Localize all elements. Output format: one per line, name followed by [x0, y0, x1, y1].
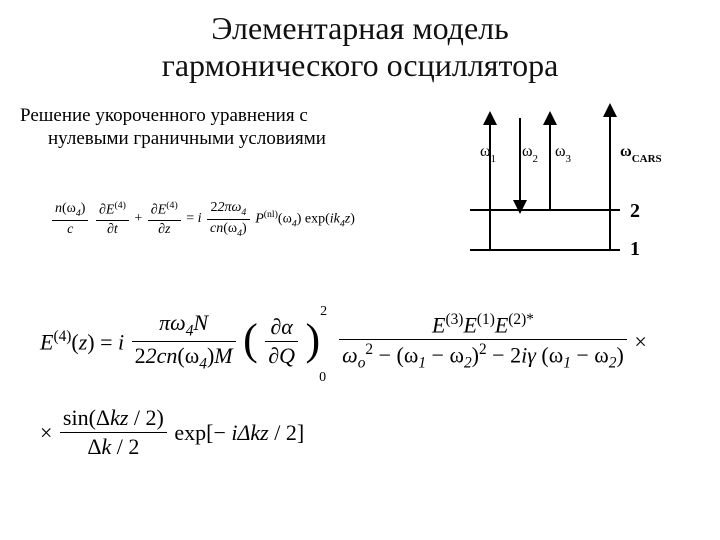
body-line1: Решение укороченного уравнения с: [20, 105, 308, 126]
title-line2: гармонического осциллятора: [162, 47, 559, 83]
slide-title: Элементарная модель гармонического осцил…: [0, 10, 720, 84]
body-text: Решение укороченного уравнения с нулевым…: [20, 105, 450, 151]
equation-2: E(4)(z) = i πω4N 22cn(ω4)M ( ∂α ∂Q )20 E…: [40, 310, 647, 374]
level-1-label: 1: [630, 238, 640, 260]
equation-3: × sin(Δkz / 2) Δk / 2 exp[− iΔkz / 2]: [40, 405, 304, 460]
diagram-svg: 2 1 ω1 ω2 ω3 ωCARS: [460, 100, 690, 260]
title-line1: Элементарная модель: [211, 10, 508, 46]
body-line2: нулевыми граничными условиями: [48, 128, 450, 151]
equation-1: n(ω4) c ∂E(4) ∂t + ∂E(4) ∂z = i 22πω4 cn…: [50, 200, 355, 239]
omega3-label: ω3: [555, 143, 572, 165]
level-2-label: 2: [630, 200, 640, 222]
slide: Элементарная модель гармонического осцил…: [0, 0, 720, 540]
omega1-label: ω1: [480, 143, 496, 165]
omega2-label: ω2: [522, 143, 538, 165]
omega-cars-label: ωCARS: [620, 143, 662, 165]
energy-level-diagram: 2 1 ω1 ω2 ω3 ωCARS: [460, 100, 690, 260]
